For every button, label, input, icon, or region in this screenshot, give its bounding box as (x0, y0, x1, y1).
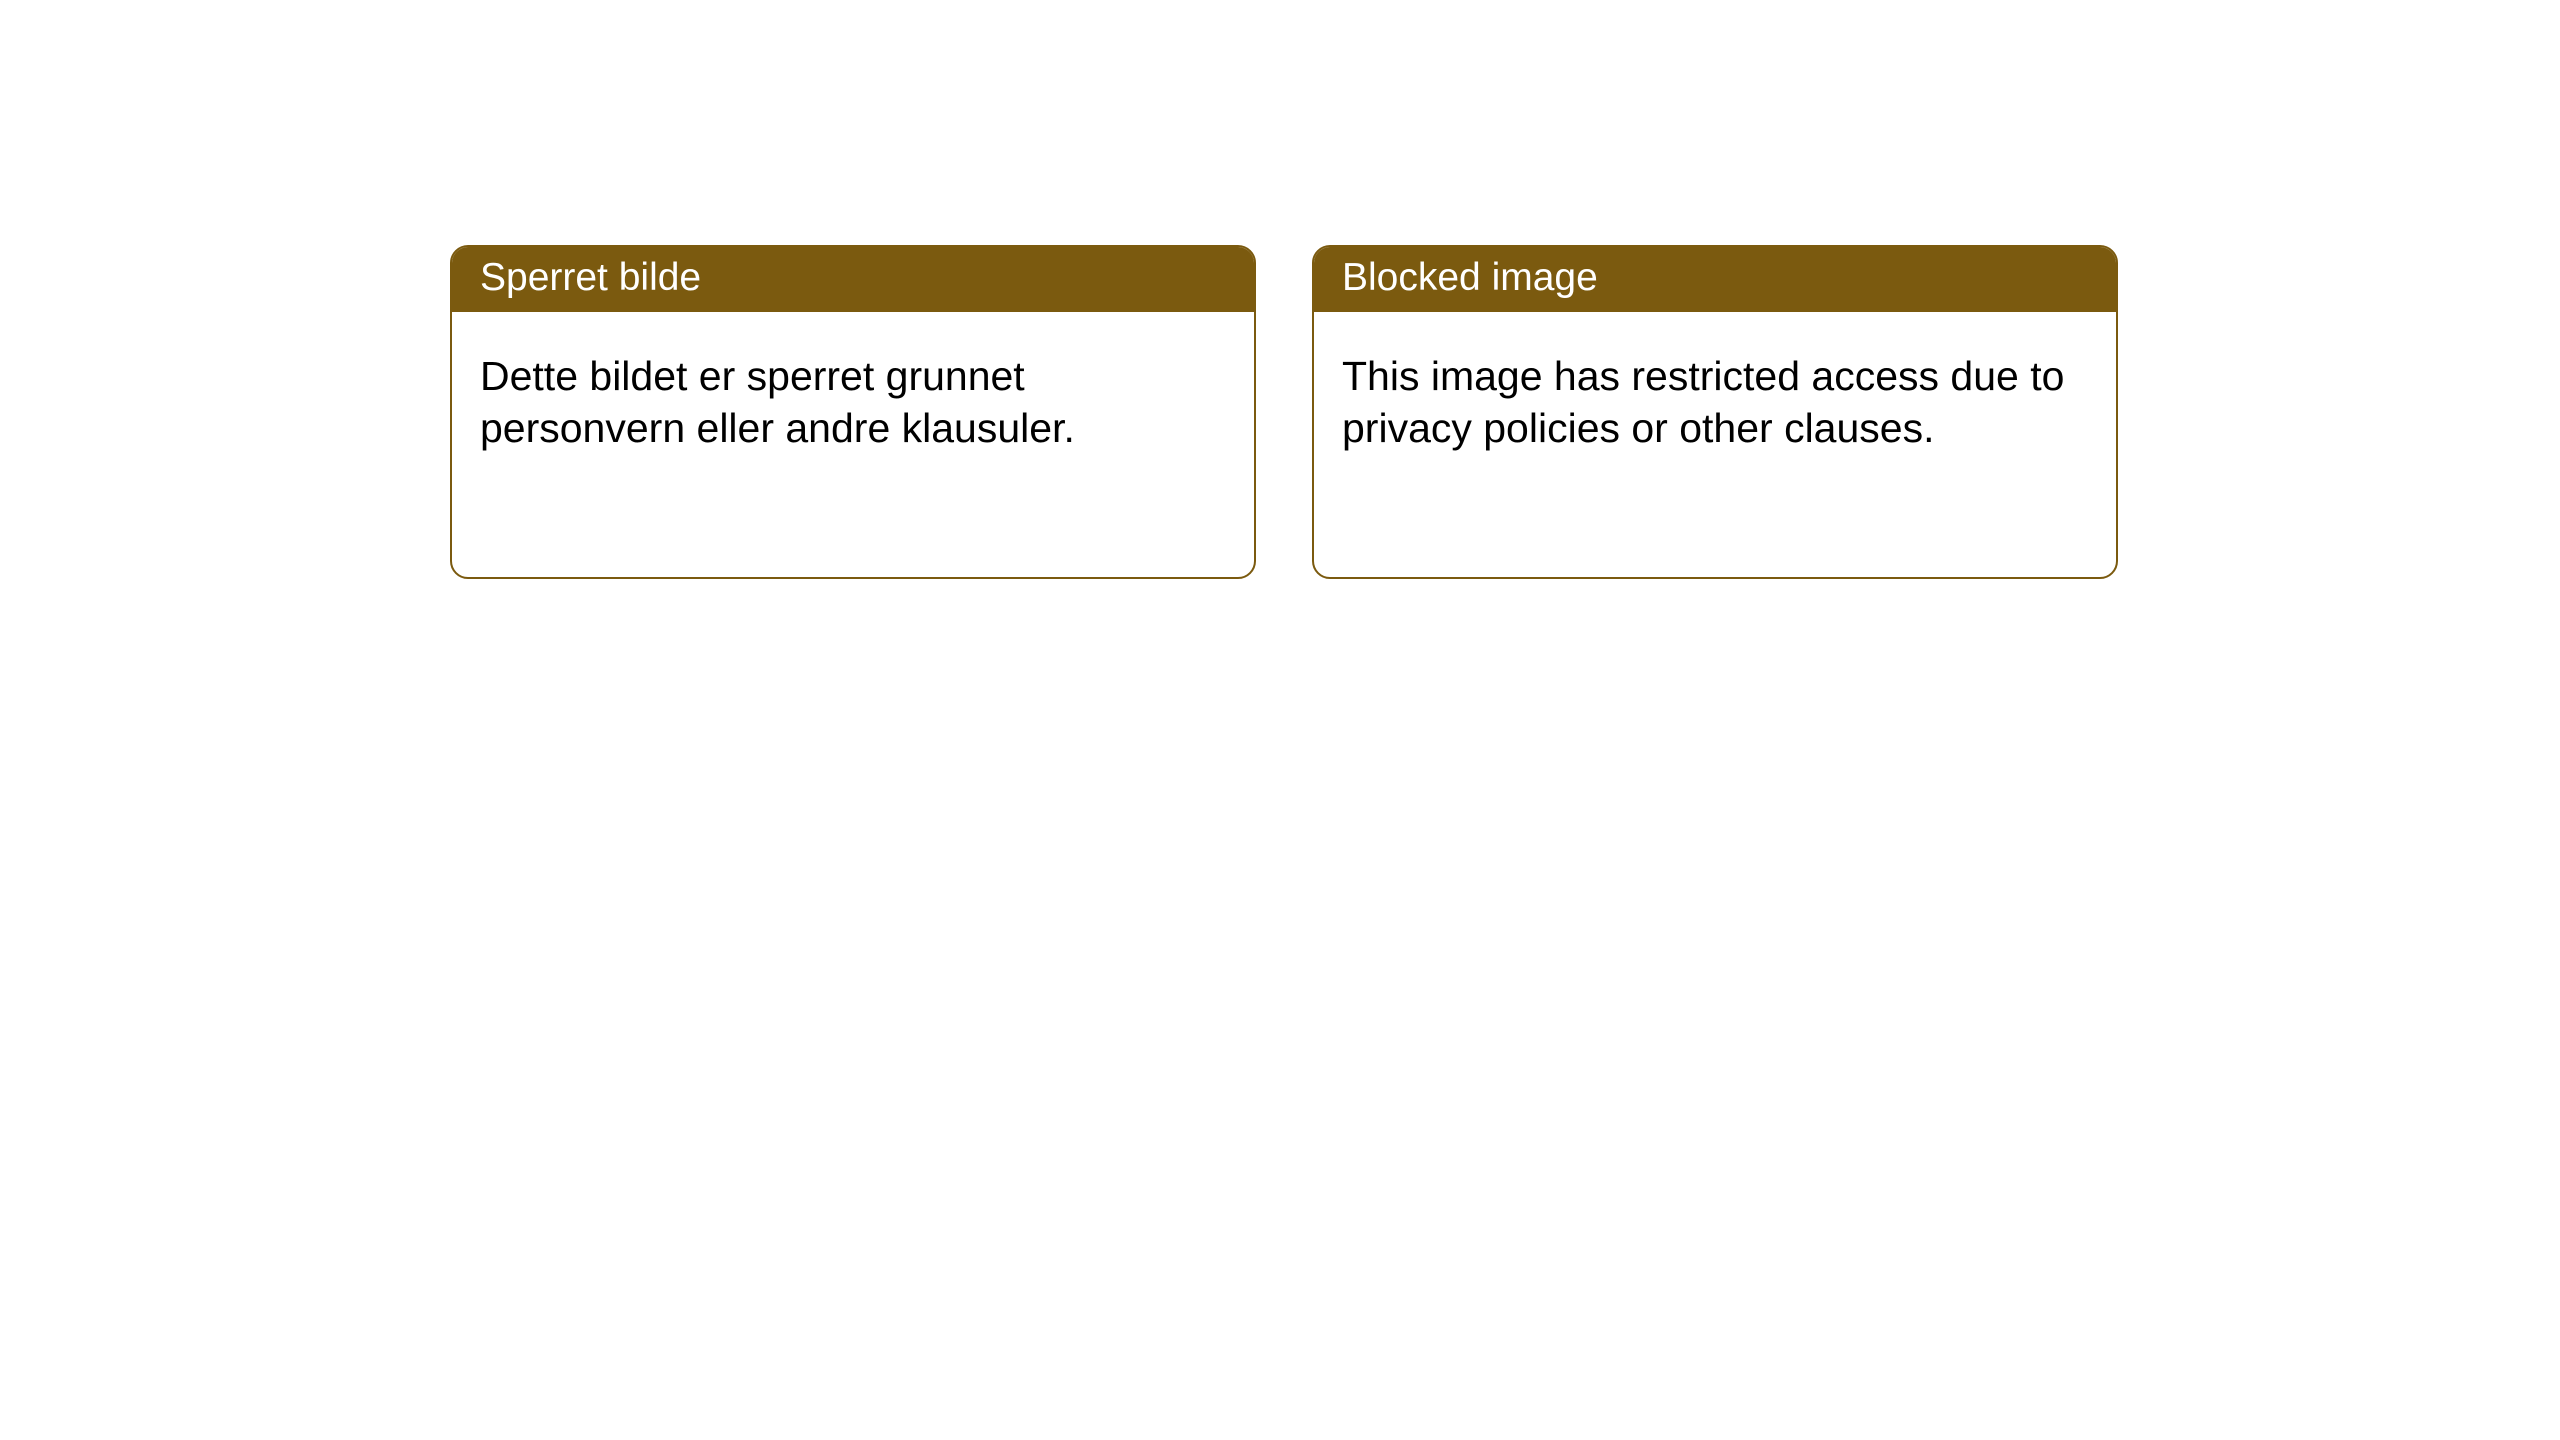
notice-body-en: This image has restricted access due to … (1314, 312, 2116, 482)
notice-body-no: Dette bildet er sperret grunnet personve… (452, 312, 1254, 482)
notice-box-en: Blocked image This image has restricted … (1312, 245, 2118, 579)
notice-header-en: Blocked image (1314, 247, 2116, 312)
notice-container: Sperret bilde Dette bildet er sperret gr… (0, 0, 2560, 579)
notice-box-no: Sperret bilde Dette bildet er sperret gr… (450, 245, 1256, 579)
notice-header-no: Sperret bilde (452, 247, 1254, 312)
